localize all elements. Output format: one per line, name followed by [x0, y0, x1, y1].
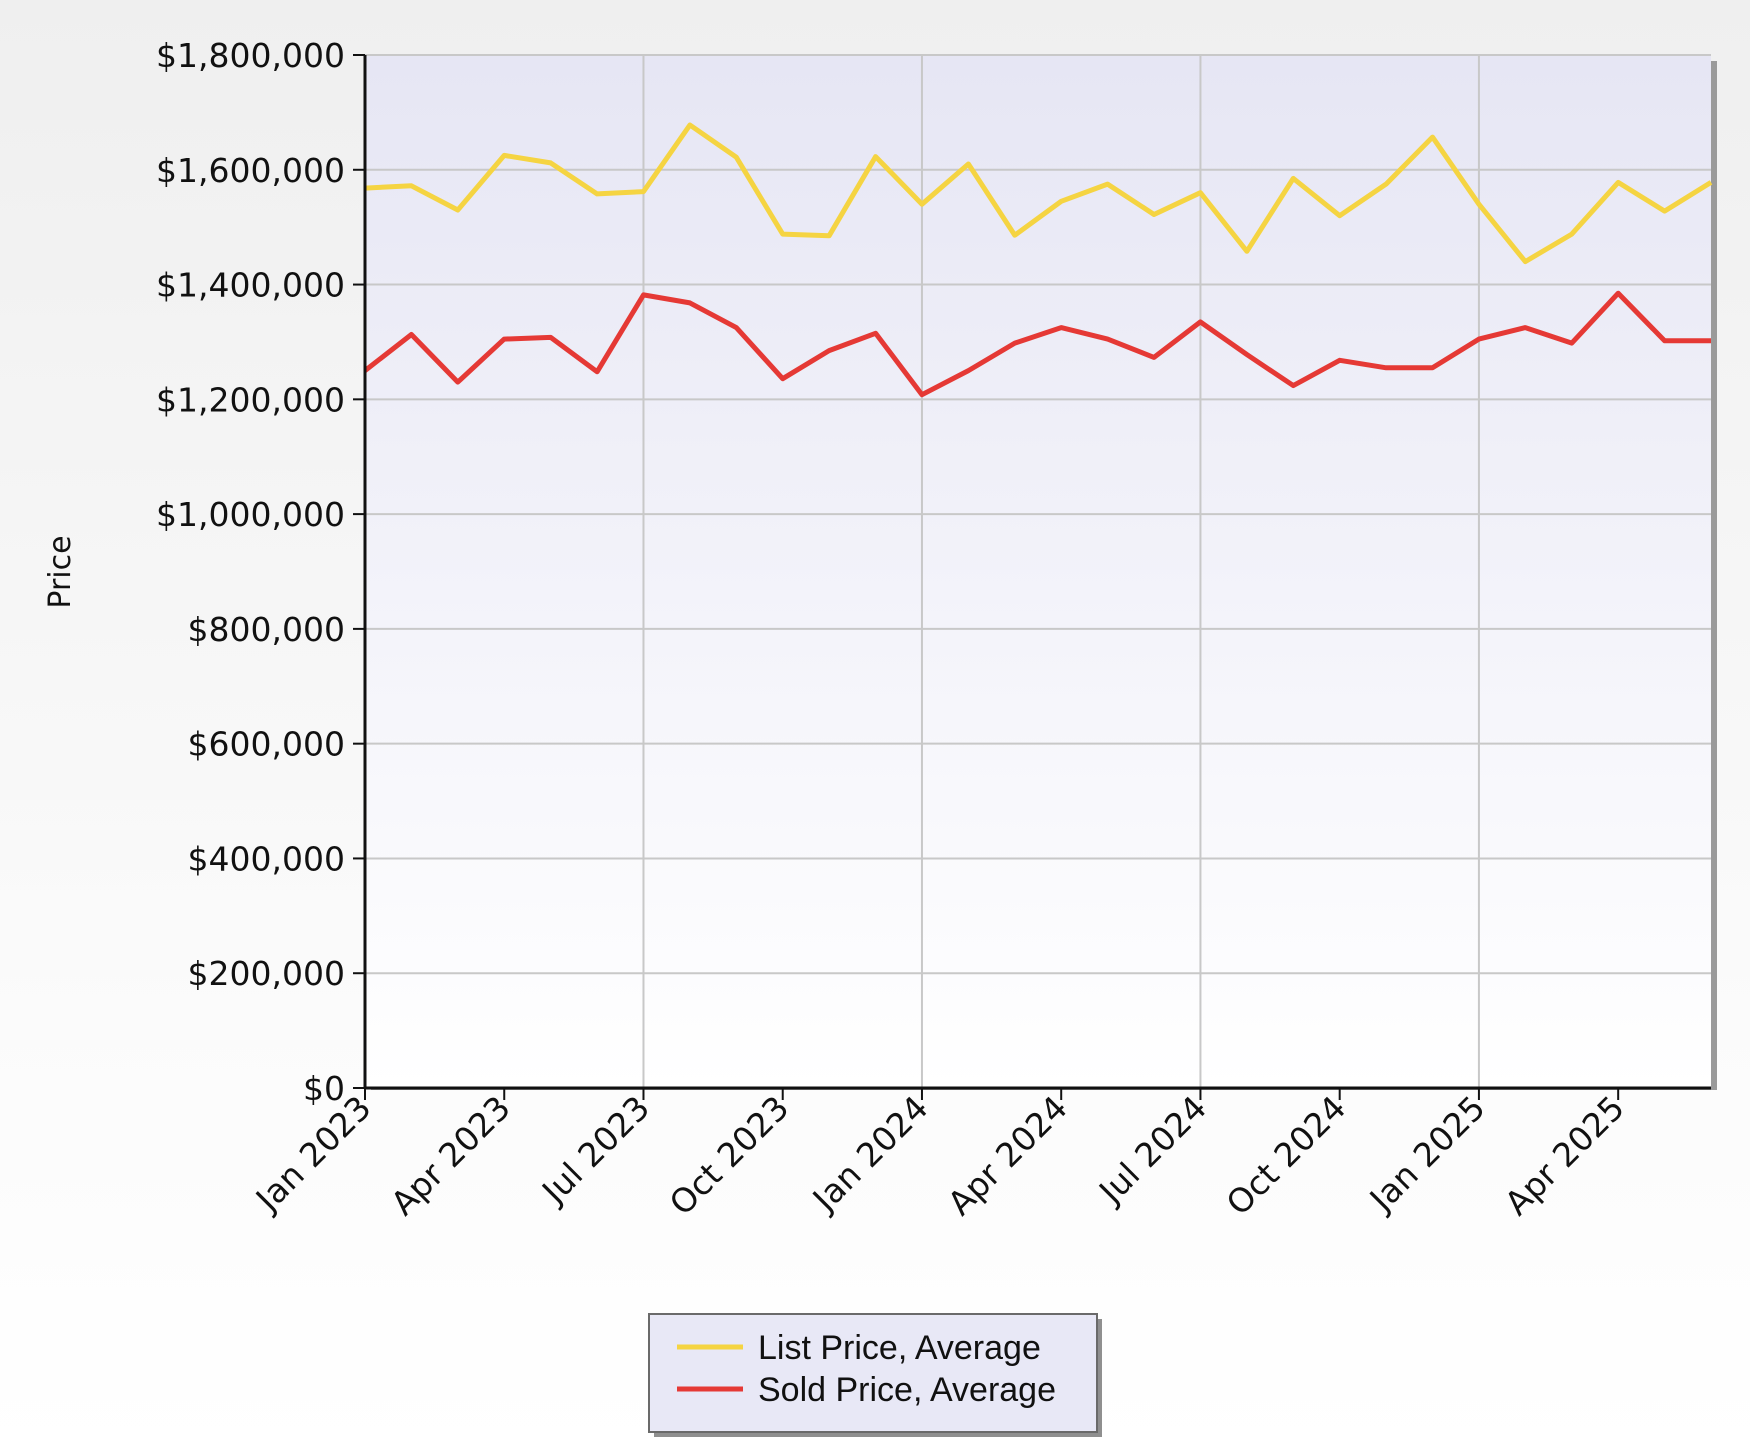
gridlines — [365, 54, 1711, 1088]
x-tick-label: Apr 2024 — [940, 1088, 1075, 1223]
y-tick-label: $1,000,000 — [156, 495, 345, 534]
legend: List Price, Average Sold Price, Average — [648, 1313, 1102, 1437]
series-line-sold-price — [363, 290, 1711, 398]
x-tick-label: Apr 2023 — [383, 1088, 518, 1223]
y-tick-label: $800,000 — [188, 610, 345, 649]
y-tick-label: $600,000 — [188, 725, 345, 764]
x-tick-label: Oct 2024 — [1219, 1088, 1354, 1223]
y-tick-label: $1,400,000 — [156, 266, 345, 305]
x-axis-ticks: Jan 2023 Apr 2023 Jul 2023 Oct 2023 Jan 2024… — [247, 1088, 1632, 1223]
y-tick-label: $1,800,000 — [156, 36, 345, 75]
x-tick-label: Jul 2023 — [533, 1088, 657, 1212]
x-tick-label: Jan 2025 — [1361, 1088, 1493, 1220]
x-tick-label: Jan 2024 — [804, 1088, 936, 1220]
y-axis-ticks: $0 $200,000 $400,000 $600,000 $800,000 $1,000… — [156, 36, 365, 1108]
legend-label-list-price: List Price, Average — [758, 1329, 1041, 1367]
y-tick-label: $1,200,000 — [156, 380, 345, 419]
y-axis-label: Price — [43, 535, 78, 608]
x-tick-label: Jul 2024 — [1090, 1088, 1214, 1212]
x-tick-label: Oct 2023 — [662, 1088, 797, 1223]
plot-area — [365, 55, 1711, 1088]
series-lines — [363, 122, 1713, 398]
legend-box — [648, 1313, 1098, 1433]
y-tick-label: $400,000 — [188, 839, 345, 878]
series-line-list-price — [364, 122, 1713, 265]
y-tick-label: $0 — [303, 1069, 345, 1108]
x-tick-label: Apr 2025 — [1497, 1088, 1632, 1223]
legend-label-sold-price: Sold Price, Average — [758, 1371, 1056, 1409]
y-tick-label: $200,000 — [188, 954, 345, 993]
axes — [363, 55, 1711, 1090]
y-tick-label: $1,600,000 — [156, 151, 345, 190]
